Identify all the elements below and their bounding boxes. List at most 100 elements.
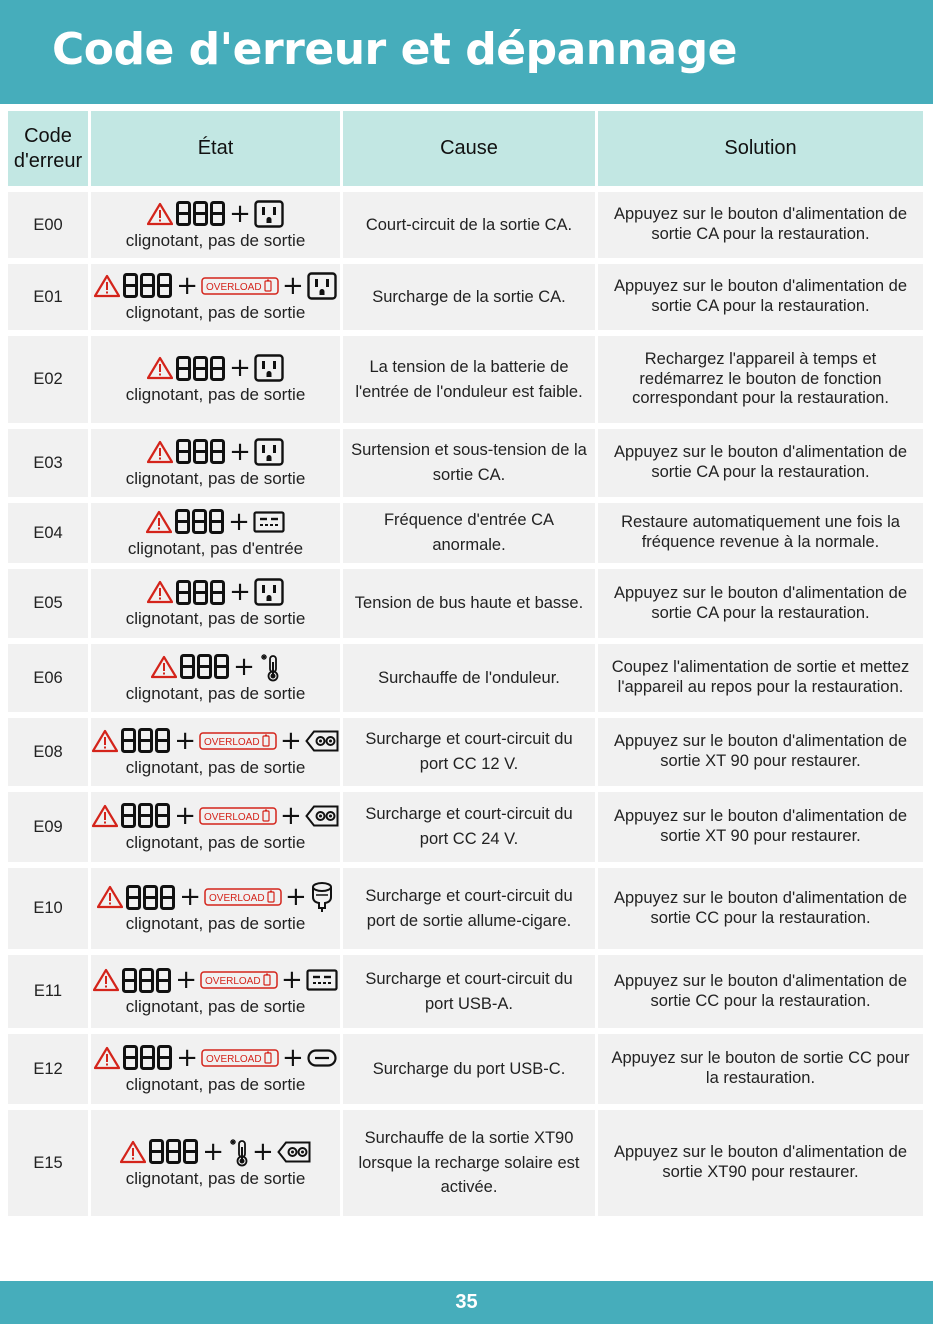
- dc-port-icon: [305, 730, 339, 752]
- state-cell: + OVERLOAD + clignotant, pas de sortie: [91, 955, 340, 1028]
- table-row: E02 + clignotant, pas de sortie La tension …: [8, 336, 923, 423]
- solution-text: Appuyez sur le bouton d'alimentation de …: [598, 264, 923, 330]
- cause-text: Tension de bus haute et basse.: [343, 569, 595, 638]
- warning-icon: [147, 356, 174, 380]
- error-code: E01: [8, 264, 88, 330]
- digits-888-icon: [176, 355, 226, 381]
- svg-text:OVERLOAD: OVERLOAD: [206, 1054, 262, 1065]
- state-text: clignotant, pas d'entrée: [127, 538, 304, 558]
- ac-outlet-icon: [254, 438, 284, 466]
- column-header-solution: Solution: [598, 111, 923, 186]
- table-header-row: Code d'erreur État Cause Solution: [8, 111, 923, 186]
- state-cell: + OVERLOAD + clignotant, pas de sortie: [91, 264, 340, 330]
- cause-text: Surcharge et court-circuit du port de so…: [343, 868, 595, 949]
- ac-outlet-icon: [254, 578, 284, 606]
- page-title: Code d'erreur et dépannage: [52, 24, 737, 75]
- error-code: E03: [8, 429, 88, 497]
- svg-text:OVERLOAD: OVERLOAD: [204, 812, 260, 823]
- overload-icon: OVERLOAD: [200, 971, 278, 990]
- warning-icon: [146, 510, 173, 534]
- state-symbols: +: [146, 507, 285, 537]
- state-cell: + OVERLOAD + clignotant, pas de sortie: [91, 868, 340, 949]
- state-cell: + OVERLOAD + clignotant, pas de sortie: [91, 1034, 340, 1104]
- table-row: E03 + clignotant, pas de sortie Surtension …: [8, 429, 923, 497]
- overload-icon: OVERLOAD: [199, 732, 277, 750]
- solution-text: Appuyez sur le bouton de sortie CC pour …: [598, 1034, 923, 1104]
- state-text: clignotant, pas de sortie: [125, 683, 306, 703]
- svg-text:OVERLOAD: OVERLOAD: [204, 737, 260, 748]
- state-symbols: +: [151, 652, 280, 682]
- solution-text: Appuyez sur le bouton d'alimentation de …: [598, 868, 923, 949]
- cause-text: Surcharge et court-circuit du port USB-A…: [343, 955, 595, 1028]
- error-code: E12: [8, 1034, 88, 1104]
- digits-888-icon: [123, 1045, 173, 1071]
- overload-icon: OVERLOAD: [201, 277, 279, 295]
- warning-icon: [120, 1140, 147, 1164]
- state-symbols: +: [147, 353, 284, 383]
- state-symbols: + OVERLOAD +: [94, 271, 337, 301]
- overload-icon: OVERLOAD: [199, 807, 277, 825]
- state-symbols: + OVERLOAD +: [93, 965, 338, 995]
- warning-icon: [92, 729, 119, 753]
- page-number: 35: [455, 1291, 478, 1313]
- state-text: clignotant, pas de sortie: [125, 385, 306, 405]
- thermometer-icon: [258, 652, 280, 682]
- state-text: clignotant, pas de sortie: [125, 302, 306, 322]
- table-row: E15 + + clignotant, pas de sortie Surchauffe…: [8, 1110, 923, 1216]
- cause-text: Fréquence d'entrée CA anormale.: [343, 503, 595, 563]
- dc-port-icon: [305, 805, 339, 827]
- state-text: clignotant, pas de sortie: [125, 1168, 306, 1188]
- state-cell: + clignotant, pas de sortie: [91, 429, 340, 497]
- error-code: E10: [8, 868, 88, 949]
- cause-text: Surchauffe de la sortie XT90 lorsque la …: [343, 1110, 595, 1216]
- state-symbols: +: [147, 577, 284, 607]
- state-text: clignotant, pas de sortie: [125, 609, 306, 629]
- digits-888-icon: [176, 579, 226, 605]
- plus-sign: +: [202, 1136, 224, 1167]
- solution-text: Appuyez sur le bouton d'alimentation de …: [598, 1110, 923, 1216]
- car-socket-icon: [310, 881, 334, 913]
- solution-text: Appuyez sur le bouton d'alimentation de …: [598, 429, 923, 497]
- error-code: E11: [8, 955, 88, 1028]
- plus-sign: +: [252, 1136, 274, 1167]
- digits-888-icon: [123, 273, 173, 299]
- table-row: E12 + OVERLOAD + clignotant, pas de sortie Su…: [8, 1034, 923, 1104]
- plus-sign: +: [174, 800, 196, 831]
- cause-text: Surcharge du port USB-C.: [343, 1034, 595, 1104]
- usb-a-icon: [306, 969, 338, 991]
- plus-sign: +: [233, 651, 255, 682]
- plus-sign: +: [229, 198, 251, 229]
- plus-sign: +: [175, 965, 197, 996]
- state-cell: + + clignotant, pas de sortie: [91, 1110, 340, 1216]
- warning-icon: [94, 274, 121, 298]
- table-row: E11 + OVERLOAD + clignotant, pas de sortie Su…: [8, 955, 923, 1028]
- digits-888-icon: [175, 509, 225, 535]
- plus-sign: +: [229, 577, 251, 608]
- state-text: clignotant, pas de sortie: [125, 832, 306, 852]
- cause-text: Surchauffe de l'onduleur.: [343, 644, 595, 712]
- plus-sign: +: [280, 725, 302, 756]
- error-code: E05: [8, 569, 88, 638]
- cause-text: Surcharge et court-circuit du port CC 12…: [343, 718, 595, 786]
- table-row: E09 + OVERLOAD + clignotant, pas de sortie Su…: [8, 792, 923, 862]
- error-code: E09: [8, 792, 88, 862]
- usb-c-icon: [307, 1049, 337, 1067]
- plus-sign: +: [282, 1042, 304, 1073]
- digits-888-icon: [149, 1139, 199, 1165]
- state-cell: + clignotant, pas de sortie: [91, 644, 340, 712]
- table-row: E04 + clignotant, pas d'entrée Fréquence d'…: [8, 503, 923, 563]
- plus-sign: +: [179, 882, 201, 913]
- error-code: E02: [8, 336, 88, 423]
- ac-input-icon: [253, 511, 285, 533]
- state-cell: + clignotant, pas d'entrée: [91, 503, 340, 563]
- overload-icon: OVERLOAD: [201, 1049, 279, 1067]
- state-cell: + clignotant, pas de sortie: [91, 336, 340, 423]
- ac-outlet-icon: [254, 200, 284, 228]
- digits-888-icon: [121, 728, 171, 754]
- page-header: Code d'erreur et dépannage: [0, 0, 933, 104]
- cause-text: Court-circuit de la sortie CA.: [343, 192, 595, 258]
- solution-text: Appuyez sur le bouton d'alimentation de …: [598, 569, 923, 638]
- error-code: E15: [8, 1110, 88, 1216]
- column-header-cause: Cause: [343, 111, 595, 186]
- column-header-code: Code d'erreur: [8, 111, 88, 186]
